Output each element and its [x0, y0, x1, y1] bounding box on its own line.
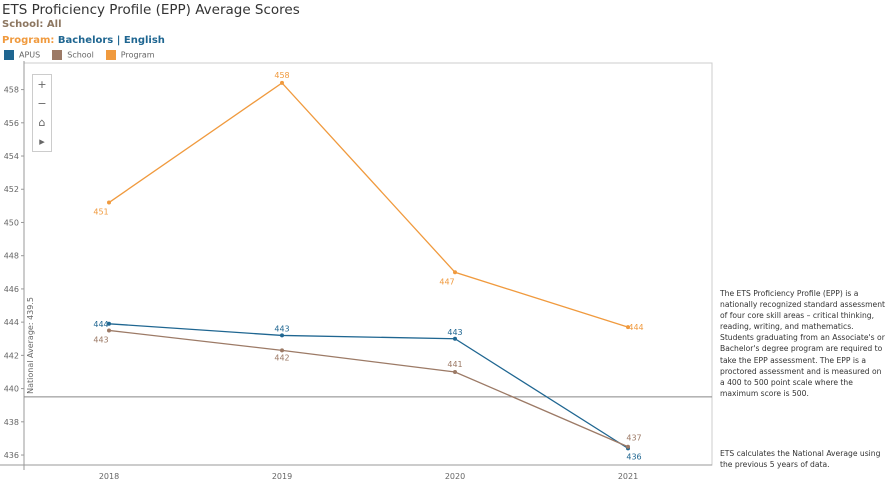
data-label-school: 443	[93, 335, 108, 344]
legend-item-program[interactable]: Program	[105, 50, 155, 60]
y-tick-label: 446	[4, 285, 19, 294]
zoom-out-button[interactable]: −	[37, 97, 47, 110]
data-label-school: 437	[626, 434, 641, 443]
school-filter: School: All	[2, 19, 62, 30]
zoom-toolbar: + − ⌂ ▸	[32, 74, 52, 152]
zoom-in-button[interactable]: +	[37, 78, 47, 91]
x-tick-label: 2021	[618, 472, 638, 481]
data-point-school[interactable]	[626, 444, 630, 449]
y-tick-label: 448	[4, 252, 19, 261]
legend-item-school[interactable]: School	[52, 50, 94, 60]
y-tick-label: 452	[4, 185, 19, 194]
legend-item-apus[interactable]: APUS	[4, 50, 40, 60]
data-point-apus[interactable]	[453, 336, 457, 341]
data-label-apus: 443	[447, 328, 462, 337]
y-tick-label: 458	[4, 86, 19, 95]
data-label-program: 451	[93, 208, 108, 217]
play-icon[interactable]: ▸	[39, 135, 45, 148]
data-label-school: 442	[274, 353, 289, 362]
series-line-school	[108, 329, 629, 448]
data-point-school[interactable]	[107, 328, 111, 333]
data-point-school[interactable]	[280, 348, 284, 353]
data-label-apus: 436	[626, 452, 641, 461]
data-point-apus[interactable]	[280, 333, 284, 338]
x-tick-label: 2020	[445, 472, 465, 481]
data-point-program[interactable]	[453, 270, 457, 275]
data-point-program[interactable]	[280, 80, 284, 85]
national-average-note: ETS calculates the National Average usin…	[720, 449, 881, 470]
y-tick-label: 442	[4, 351, 19, 360]
data-point-program[interactable]	[107, 200, 111, 205]
series-line-apus	[108, 323, 629, 449]
y-tick-label: 456	[4, 119, 19, 128]
y-tick-label: 454	[4, 152, 19, 161]
data-label-program: 444	[628, 323, 643, 332]
y-tick-label: 438	[4, 418, 19, 427]
data-point-school[interactable]	[453, 369, 457, 374]
national-average-label: National Average: 439.5	[26, 297, 35, 394]
y-tick-label: 450	[4, 218, 19, 227]
epp-description: The ETS Proficiency Profile (EPP) is a n…	[720, 289, 885, 398]
legend: APUS School Program	[4, 50, 155, 60]
home-icon[interactable]: ⌂	[38, 116, 46, 129]
data-label-program: 447	[439, 277, 454, 286]
x-tick-label: 2019	[272, 472, 292, 481]
data-label-apus: 443	[274, 324, 289, 333]
page-title: ETS Proficiency Profile (EPP) Average Sc…	[2, 2, 300, 18]
data-label-school: 441	[447, 360, 462, 369]
program-value: Bachelors | English	[57, 35, 165, 46]
y-tick-label: 440	[4, 385, 19, 394]
program-prefix: Program:	[2, 35, 55, 46]
x-tick-label: 2018	[99, 472, 119, 481]
data-label-apus: 444	[93, 320, 108, 329]
program-filter: Program: Bachelors | English	[2, 35, 165, 46]
y-tick-label: 444	[4, 318, 19, 327]
data-point-apus[interactable]	[107, 321, 111, 326]
series-line-program	[108, 82, 629, 328]
y-tick-label: 436	[4, 451, 19, 460]
data-point-program[interactable]	[626, 325, 630, 330]
plot-area	[23, 62, 713, 466]
data-label-program: 458	[274, 71, 289, 80]
